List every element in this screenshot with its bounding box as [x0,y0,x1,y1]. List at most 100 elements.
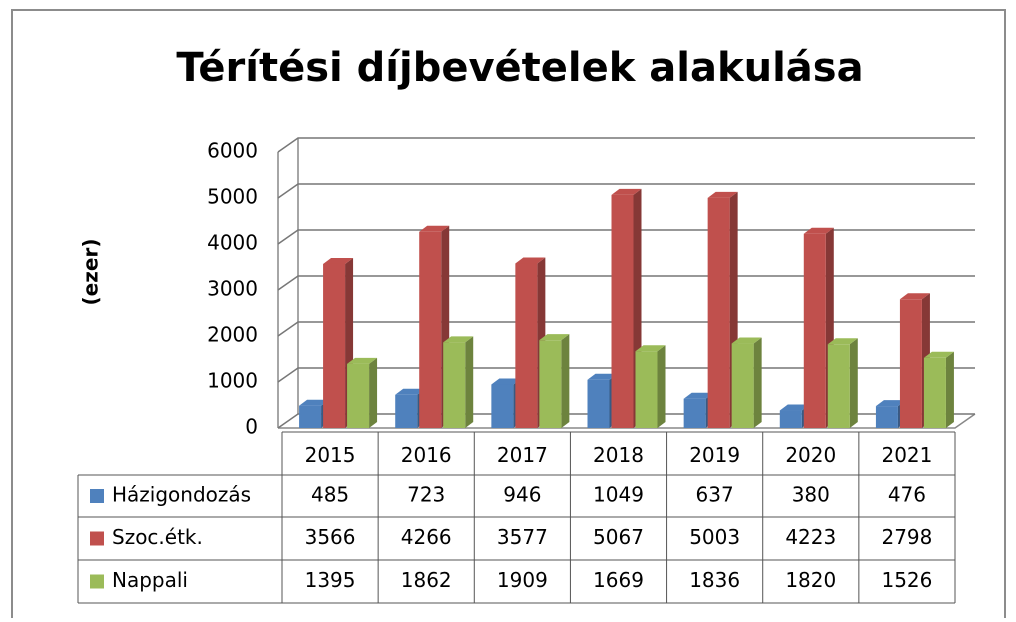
legend-swatch [90,531,104,546]
bar-side [849,338,858,428]
table-cell: 3577 [497,525,548,549]
table-cell: 637 [696,483,734,507]
grid-line [277,183,975,199]
bar-top [515,257,546,264]
x-tick-label: 2021 [881,443,932,467]
bar [539,340,562,428]
grid-line [277,275,975,291]
table-cell: 946 [503,483,541,507]
bar [899,299,922,428]
bar-side [753,337,762,428]
table-cell: 1820 [785,568,836,592]
bar [299,405,322,428]
bar [587,379,610,428]
y-tick-label: 5000 [207,185,258,209]
bar [803,233,826,428]
bar [611,194,634,428]
y-tick-label: 3000 [207,277,258,301]
bar [827,344,850,428]
table-cell: 2798 [881,525,932,549]
bar [419,231,442,428]
bar-top [635,345,666,352]
table-cell: 1669 [593,568,644,592]
grid-line [277,229,975,245]
x-tick-label: 2018 [593,443,644,467]
bar [395,394,418,428]
table-cell: 476 [888,483,926,507]
table-cell: 1526 [881,568,932,592]
bar [707,197,730,428]
bar-top [779,404,810,411]
x-tick-label: 2017 [497,443,548,467]
bar-side [945,351,954,428]
bar-top [323,257,354,264]
bar-top [731,337,762,344]
table-cell: 723 [407,483,445,507]
bar-top [683,392,714,399]
table-cell: 380 [792,483,830,507]
bar-top [419,225,450,232]
bar-side [369,357,378,428]
table-cell: 5003 [689,525,740,549]
bar [323,263,346,428]
table-cell: 1836 [689,568,740,592]
y-tick-label: 6000 [207,139,258,163]
grid-line [277,321,975,337]
legend-label: Nappali [112,568,188,592]
legend-label: Házigondozás [112,483,251,507]
bar-top [899,293,930,300]
bar-top [299,399,330,406]
bar [491,384,514,428]
bar-top [611,188,642,195]
table-cell: 1049 [593,483,644,507]
y-axis-label: (ezer) [79,239,103,306]
bar [635,351,658,428]
bar-top [803,227,834,234]
legend-swatch [90,574,104,589]
table-cell: 4223 [785,525,836,549]
table-cell: 5067 [593,525,644,549]
bar-top [491,378,522,385]
bar-top [923,351,954,358]
table-cell: 1862 [401,568,452,592]
y-tick-label: 2000 [207,323,258,347]
x-tick-label: 2020 [785,443,836,467]
bar-top [347,357,378,364]
bar-top [827,338,858,345]
x-tick-label: 2019 [689,443,740,467]
table-cell: 4266 [401,525,452,549]
chart-title: Térítési díjbevételek alakulása [176,45,863,91]
bar [515,263,538,428]
bar [347,363,370,428]
bar-side [561,334,570,428]
bar [923,357,946,428]
y-tick-label: 0 [245,415,258,439]
bar-top [707,191,738,198]
y-tick-label: 1000 [207,369,258,393]
bar-top [539,334,570,341]
x-tick-label: 2015 [305,443,356,467]
bar-top [443,336,474,343]
y-tick-label: 4000 [207,231,258,255]
bar-top [587,373,618,380]
bar-side [657,345,666,428]
table-cell: 3566 [305,525,356,549]
grid-line [277,137,975,153]
bar-top [875,400,906,407]
table-cell: 1395 [305,568,356,592]
bar-side [465,336,474,428]
bar [731,343,754,428]
bar-top [395,388,426,395]
bar [875,406,898,428]
bar [683,398,706,428]
chart-border [11,9,1006,622]
legend-swatch [90,489,104,503]
table-cell: 1909 [497,568,548,592]
bar [443,342,466,428]
x-tick-label: 2016 [401,443,452,467]
bar [779,410,802,428]
table-cell: 485 [311,483,349,507]
legend-label: Szoc.étk. [112,525,203,549]
